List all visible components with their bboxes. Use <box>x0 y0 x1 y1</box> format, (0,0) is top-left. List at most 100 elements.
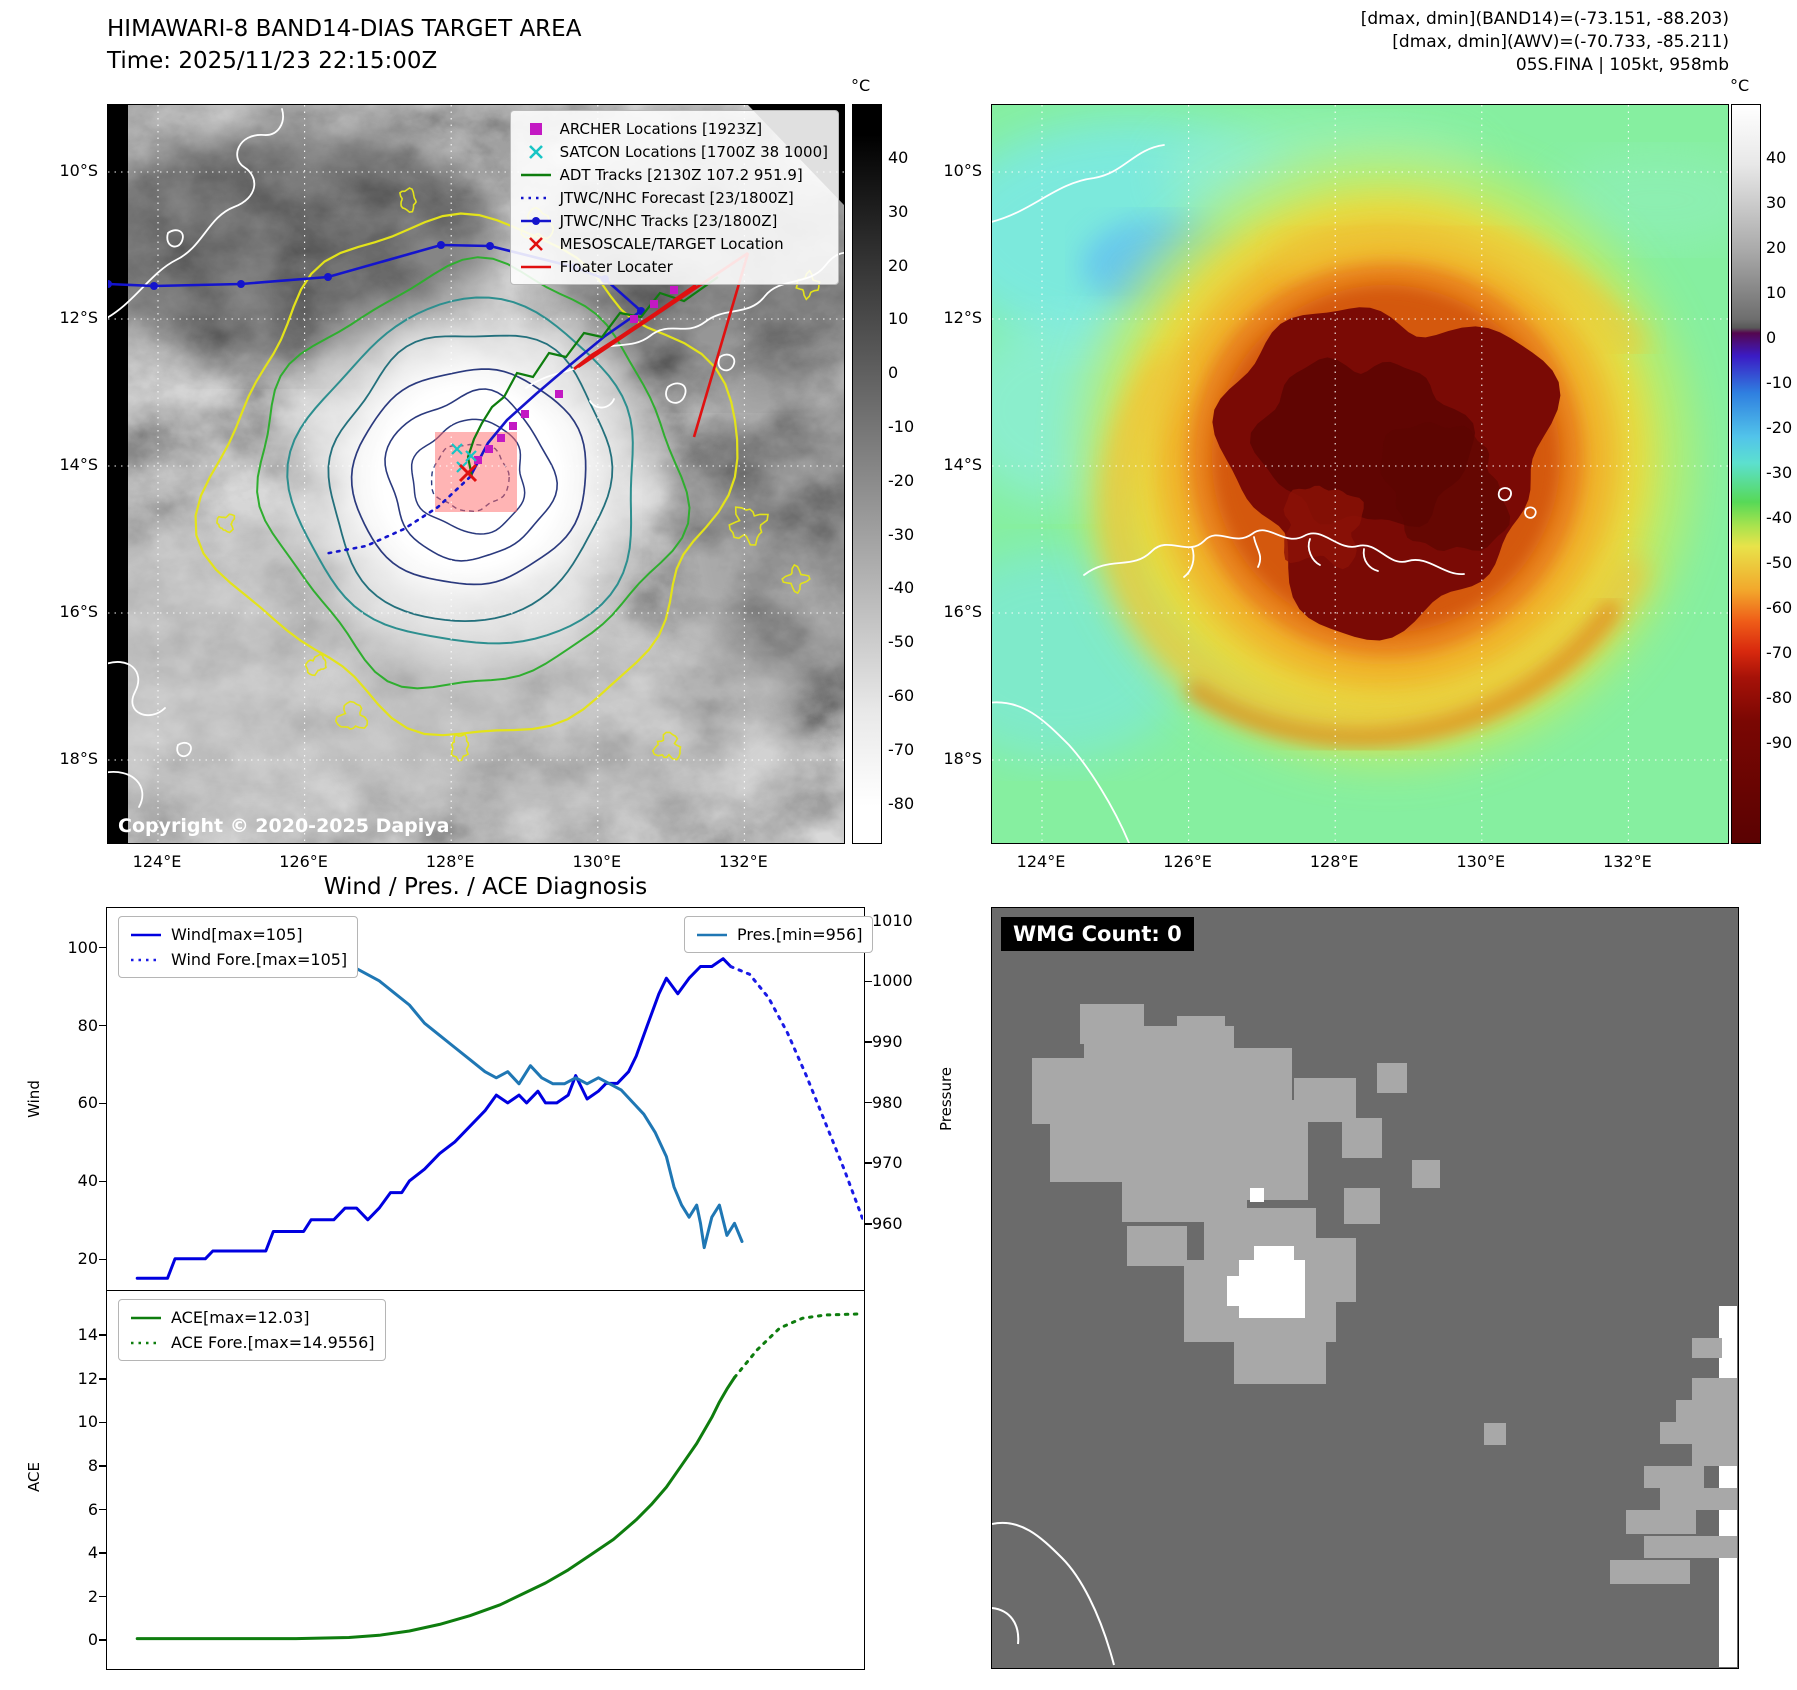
lon-tick-label: 126°E <box>279 852 328 871</box>
legend-item: Floater Locater <box>519 255 828 278</box>
colorbar-tick-label: -30 <box>888 524 915 544</box>
ace-tick-label: 2 <box>87 1586 98 1606</box>
series-wind <box>135 957 733 1280</box>
wind-tick-label: 40 <box>77 1171 98 1191</box>
legend-label: ACE Fore.[max=14.9556] <box>171 1333 375 1352</box>
lat-tick-label: 18°S <box>59 749 98 768</box>
pressure-tick-label: 1000 <box>872 971 913 991</box>
pressure-legend: Pres.[min=956] <box>684 916 874 953</box>
colorbar-tick-label: 20 <box>1766 238 1787 257</box>
pressure-tick-label: 1010 <box>872 910 913 930</box>
colorbar-tick-label: -80 <box>1766 688 1793 707</box>
wmg-bright-core <box>1227 1188 1305 1318</box>
colorbar-tick-label: -70 <box>888 739 915 759</box>
diagnosis-title: Wind / Pres. / ACE Diagnosis <box>323 874 648 900</box>
tick-mark <box>99 946 106 949</box>
wmg-map: WMG Count: 0 <box>991 907 1739 1669</box>
dmax-dmin-awv: [dmax, dmin](AWV)=(-70.733, -85.211) <box>1392 32 1729 52</box>
colorbar-tick-label: 30 <box>1766 193 1787 212</box>
ace-tick-label: 12 <box>77 1368 98 1388</box>
band14-title: HIMAWARI-8 BAND14-DIAS TARGET AREA <box>107 16 582 42</box>
colorbar-tick-label: -40 <box>1766 508 1793 527</box>
band14-legend: ARCHER Locations [1923Z] SATCON Locations… <box>509 110 839 285</box>
wmg-cloud-blobs <box>1032 1004 1506 1445</box>
storm-cold-core <box>1212 307 1561 641</box>
wind-legend: Wind[max=105] Wind Fore.[max=105] <box>118 916 359 978</box>
colorbar-tick-label: -90 <box>1766 733 1793 752</box>
archer-markers <box>474 286 678 464</box>
copyright-watermark: Copyright © 2020-2025 Dapiya <box>118 815 450 837</box>
colorbar-tick-label: 10 <box>1766 283 1787 302</box>
legend-label: ACE[max=12.03] <box>171 1308 310 1327</box>
awv-colorbar <box>1731 104 1761 844</box>
colorbar-tick-label: -10 <box>1766 373 1793 392</box>
colorbar-tick-label: -40 <box>888 578 915 598</box>
target-marker <box>458 463 478 483</box>
storm-rainbands <box>1098 222 1649 748</box>
lon-tick-label: 124°E <box>132 852 182 871</box>
legend-item: Pres.[min=956] <box>695 922 862 947</box>
tick-mark <box>865 1162 872 1165</box>
colorbar-tick-label: 40 <box>888 148 909 167</box>
legend-label: ARCHER Locations [1923Z] <box>559 119 763 138</box>
colorbar-tick-label: 0 <box>1766 328 1777 347</box>
lat-tick-label: 14°S <box>943 455 982 474</box>
pressure-axis-label: Pressure <box>937 1066 955 1132</box>
wmg-image <box>992 908 1737 1667</box>
lat-tick-label: 10°S <box>943 161 982 180</box>
legend-item: ACE Fore.[max=14.9556] <box>129 1330 375 1355</box>
tick-mark <box>99 1508 106 1511</box>
lat-tick-label: 12°S <box>943 308 982 327</box>
lon-tick-label: 128°E <box>1309 852 1359 871</box>
tick-mark <box>99 1595 106 1598</box>
lat-tick-label: 10°S <box>59 161 98 180</box>
lon-tick-label: 126°E <box>1163 852 1212 871</box>
colorbar-tick-label: -30 <box>1766 463 1793 482</box>
pressure-tick-label: 990 <box>872 1031 903 1051</box>
legend-label: JTWC/NHC Forecast [23/1800Z] <box>559 188 794 207</box>
legend-label: MESOSCALE/TARGET Location <box>559 234 784 253</box>
wmg-coastline <box>992 1521 1115 1666</box>
dotted-legend-sample <box>520 196 551 199</box>
series-wind <box>729 965 863 1222</box>
colorbar-tick-label: -80 <box>888 793 915 813</box>
wind-tick-label: 100 <box>67 937 98 957</box>
colorbar-tick-label: 40 <box>1766 148 1787 167</box>
tick-mark <box>99 1258 106 1261</box>
colorbar-tick-label: 10 <box>888 309 909 329</box>
wmg-count-label: WMG Count: 0 <box>1001 917 1194 951</box>
awv-satellite-image <box>992 105 1728 843</box>
wind-tick-label: 20 <box>77 1249 98 1269</box>
storm-id-intensity: 05S.FINA | 105kt, 958mb <box>1515 55 1729 75</box>
tick-mark <box>99 1639 106 1642</box>
x-legend-sample <box>528 144 543 159</box>
colorbar-tick-label: -60 <box>888 686 915 705</box>
line-legend-sample <box>520 173 551 176</box>
solid-legend-sample <box>131 1316 161 1319</box>
dotted-legend-sample <box>131 958 161 961</box>
colorbar-tick-label: -60 <box>1766 598 1793 617</box>
mesoscale-target-box <box>435 432 517 512</box>
solid-legend-sample <box>131 933 161 936</box>
lon-tick-label: 132°E <box>1603 852 1652 871</box>
lat-tick-label: 16°S <box>59 602 98 621</box>
legend-item: ACE[max=12.03] <box>129 1305 375 1330</box>
band14-time: Time: 2025/11/23 22:15:00Z <box>107 48 438 74</box>
awv-header: [dmax, dmin](BAND14)=(-73.151, -88.203) … <box>1100 8 1729 77</box>
dotted-legend-sample <box>131 1341 161 1344</box>
colorbar-tick-label: 20 <box>888 255 909 275</box>
tick-mark <box>99 1377 106 1380</box>
legend-item: ARCHER Locations [1923Z] <box>519 117 828 140</box>
colorbar-tick-label: -20 <box>1766 418 1793 437</box>
solid-legend-sample <box>697 933 727 936</box>
ace-legend: ACE[max=12.03] ACE Fore.[max=14.9556] <box>118 1299 386 1361</box>
band14-colorbar <box>852 104 882 844</box>
ace-axis-label: ACE <box>25 1462 43 1492</box>
colorbar-tick-label: -20 <box>888 470 915 490</box>
legend-item: Wind Fore.[max=105] <box>129 947 347 972</box>
colorbar-tick-label: -50 <box>888 632 915 652</box>
colorbar-tick-label: -70 <box>1766 643 1793 662</box>
tick-mark <box>865 1041 872 1043</box>
series-ace <box>135 1376 736 1641</box>
